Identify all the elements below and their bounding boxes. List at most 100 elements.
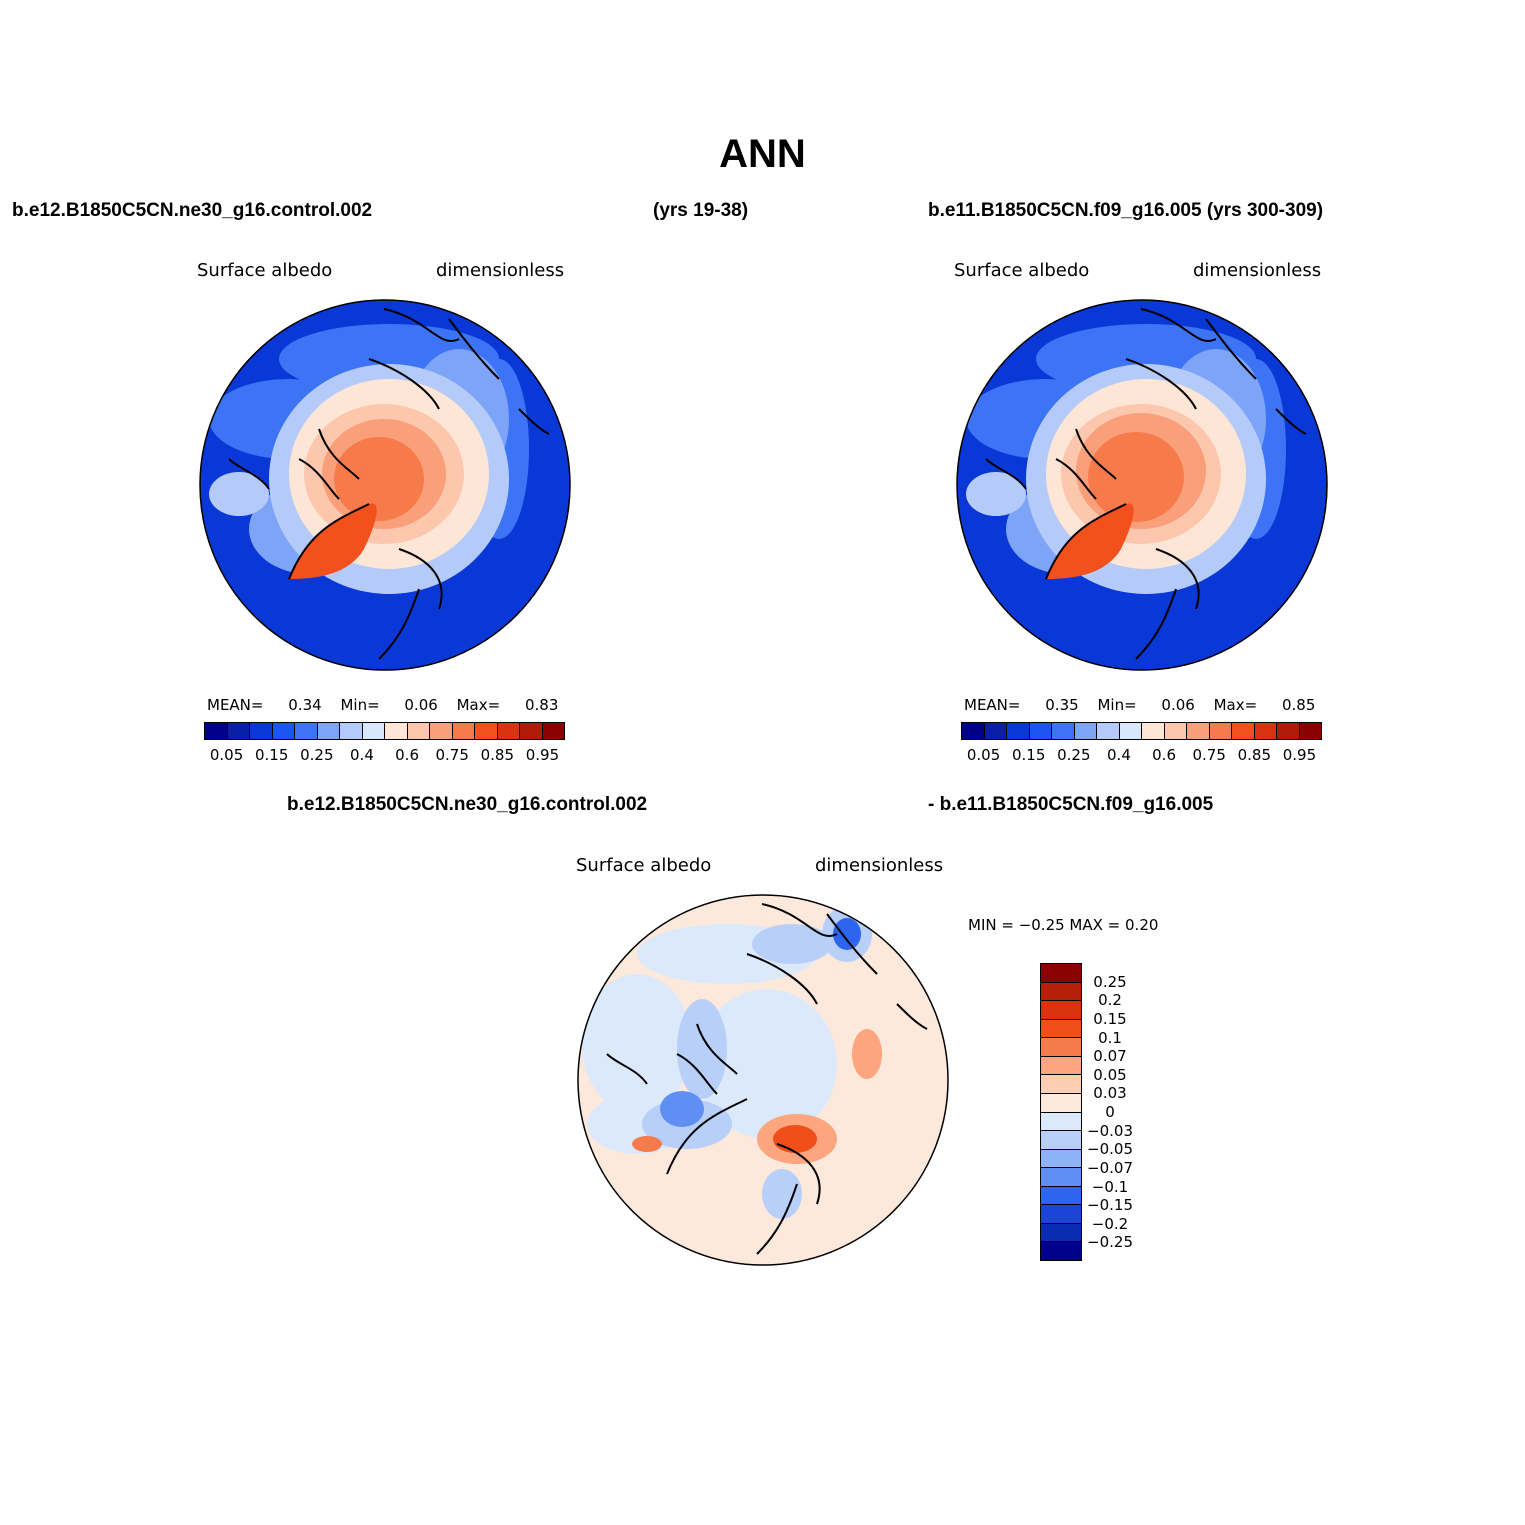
colorbar-tick-label: 0.15 (254, 746, 289, 764)
colorbar-swatch (1232, 723, 1255, 739)
colorbar-swatch (385, 723, 408, 739)
colorbar-diff (1040, 963, 1082, 1261)
mean-label-right: MEAN= (964, 696, 1021, 714)
colorbar-tick-label: 0.03 (1093, 1084, 1127, 1103)
colorbar-tick-label: 0.05 (966, 746, 1001, 764)
colorbar-tick-label: 0.15 (1093, 1009, 1127, 1028)
colorbar-swatch (1041, 982, 1081, 1002)
colorbar-right (961, 722, 1322, 740)
colorbar-swatch (1041, 964, 1081, 983)
colorbar-swatch (1029, 723, 1052, 739)
colorbar-swatch (1041, 1093, 1081, 1113)
colorbar-tick-label: 0.6 (1152, 746, 1176, 764)
colorbar-swatch (1041, 1242, 1081, 1260)
colorbar-swatch (1041, 1019, 1081, 1039)
colorbar-swatch (1299, 723, 1321, 739)
mean-value-left: 0.34 (288, 696, 322, 714)
colorbar-swatch (1187, 723, 1210, 739)
mean-value-right: 0.35 (1045, 696, 1079, 714)
max-value-right: 0.85 (1281, 696, 1316, 714)
colorbar-swatch (1007, 723, 1030, 739)
diff-case-a: b.e12.B1850C5CN.ne30_g16.control.002 (287, 794, 648, 815)
colorbar-swatch (1041, 1001, 1081, 1020)
colorbar-tick-label: 0.4 (350, 746, 374, 764)
colorbar-swatch (984, 723, 1007, 739)
max-label-right: Max= (1213, 696, 1258, 714)
figure-title: ANN (719, 132, 806, 176)
colorbar-tick-label: 0.15 (1011, 746, 1046, 764)
colorbar-swatch (962, 723, 985, 739)
colorbar-tick-label: −0.25 (1087, 1233, 1133, 1252)
colorbar-tick-label: 0.25 (1057, 746, 1091, 764)
years-left: (yrs 19-38) (653, 200, 749, 221)
colorbar-tick-label: 0 (1105, 1103, 1115, 1121)
colorbar-swatch (205, 723, 228, 739)
colorbar-tick-label: 0.75 (435, 746, 469, 764)
max-value-left: 0.83 (524, 696, 559, 714)
variable-label-left: Surface albedo (197, 260, 333, 281)
colorbar-swatch (317, 723, 340, 739)
colorbar-tick-label: 0.25 (300, 746, 334, 764)
colorbar-tick-label: 0.85 (1237, 746, 1272, 764)
colorbar-swatch (407, 723, 430, 739)
colorbar-tick-label: 0.2 (1098, 991, 1122, 1010)
colorbar-tick-label: 0.95 (525, 746, 560, 764)
colorbar-tick-label: 0.75 (1192, 746, 1226, 764)
min-label-left: Min= (340, 696, 380, 714)
colorbar-tick-label: 0.05 (1093, 1065, 1127, 1084)
min-value-right: 0.06 (1161, 696, 1195, 714)
diff-minmax: MIN = −0.25 MAX = 0.20 (968, 916, 1159, 934)
colorbar-swatch (1209, 723, 1232, 739)
colorbar-tick-label: −0.15 (1087, 1196, 1133, 1215)
colorbar-swatch (1097, 723, 1120, 739)
polar-map-diff (577, 894, 949, 1266)
colorbar-tick-label: 0.1 (1098, 1028, 1122, 1047)
colorbar-tick-label: −0.1 (1091, 1177, 1129, 1196)
mean-label-left: MEAN= (207, 696, 264, 714)
colorbar-swatch (542, 723, 564, 739)
colorbar-swatch (1164, 723, 1187, 739)
case-name-right: b.e11.B1850C5CN.f09_g16.005 (yrs 300-309… (928, 200, 1324, 221)
colorbar-tick-label: 0.4 (1107, 746, 1131, 764)
colorbar-swatch (227, 723, 250, 739)
colorbar-tick-label: 0.25 (1093, 972, 1127, 991)
stats-left: MEAN= 0.34 Min= 0.06 Max= 0.83 (207, 696, 558, 714)
min-value-left: 0.06 (404, 696, 438, 714)
colorbar-swatch (430, 723, 453, 739)
colorbar-swatch (520, 723, 543, 739)
colorbar-swatch (1041, 1056, 1081, 1076)
colorbar-tick-label: 0.85 (480, 746, 515, 764)
colorbar-swatch (1277, 723, 1300, 739)
colorbar-swatch (295, 723, 318, 739)
polar-map-left (199, 299, 571, 671)
polar-map-right (956, 299, 1328, 671)
stats-right: MEAN= 0.35 Min= 0.06 Max= 0.85 (964, 696, 1315, 714)
colorbar-swatch (497, 723, 520, 739)
colorbar-swatch (340, 723, 363, 739)
units-label-left: dimensionless (436, 260, 565, 281)
variable-label-diff: Surface albedo (576, 855, 712, 876)
colorbar-swatch (1041, 1168, 1081, 1187)
units-label-right: dimensionless (1193, 260, 1322, 281)
diff-case-b: - b.e11.B1850C5CN.f09_g16.005 (928, 794, 1214, 815)
min-label-right: Min= (1097, 696, 1137, 714)
colorbar-swatch (362, 723, 385, 739)
max-label-left: Max= (456, 696, 501, 714)
variable-label-right: Surface albedo (954, 260, 1090, 281)
colorbar-tick-label: 0.95 (1282, 746, 1317, 764)
units-label-diff: dimensionless (815, 855, 944, 876)
colorbar-tick-label: −0.07 (1087, 1158, 1133, 1177)
colorbar-swatch (1041, 1131, 1081, 1150)
case-name-left: b.e12.B1850C5CN.ne30_g16.control.002 (12, 200, 373, 221)
colorbar-swatch (1041, 1186, 1081, 1206)
colorbar-swatch (1142, 723, 1165, 739)
colorbar-tick-label: −0.03 (1087, 1121, 1133, 1140)
colorbar-swatch (1119, 723, 1142, 739)
colorbar-swatch (1052, 723, 1075, 739)
colorbar-swatch (475, 723, 498, 739)
colorbar-tick-label: 0.05 (209, 746, 244, 764)
colorbar-swatch (250, 723, 273, 739)
colorbar-swatch (1041, 1149, 1081, 1169)
colorbar-swatch (1041, 1223, 1081, 1243)
colorbar-swatch (1041, 1205, 1081, 1224)
